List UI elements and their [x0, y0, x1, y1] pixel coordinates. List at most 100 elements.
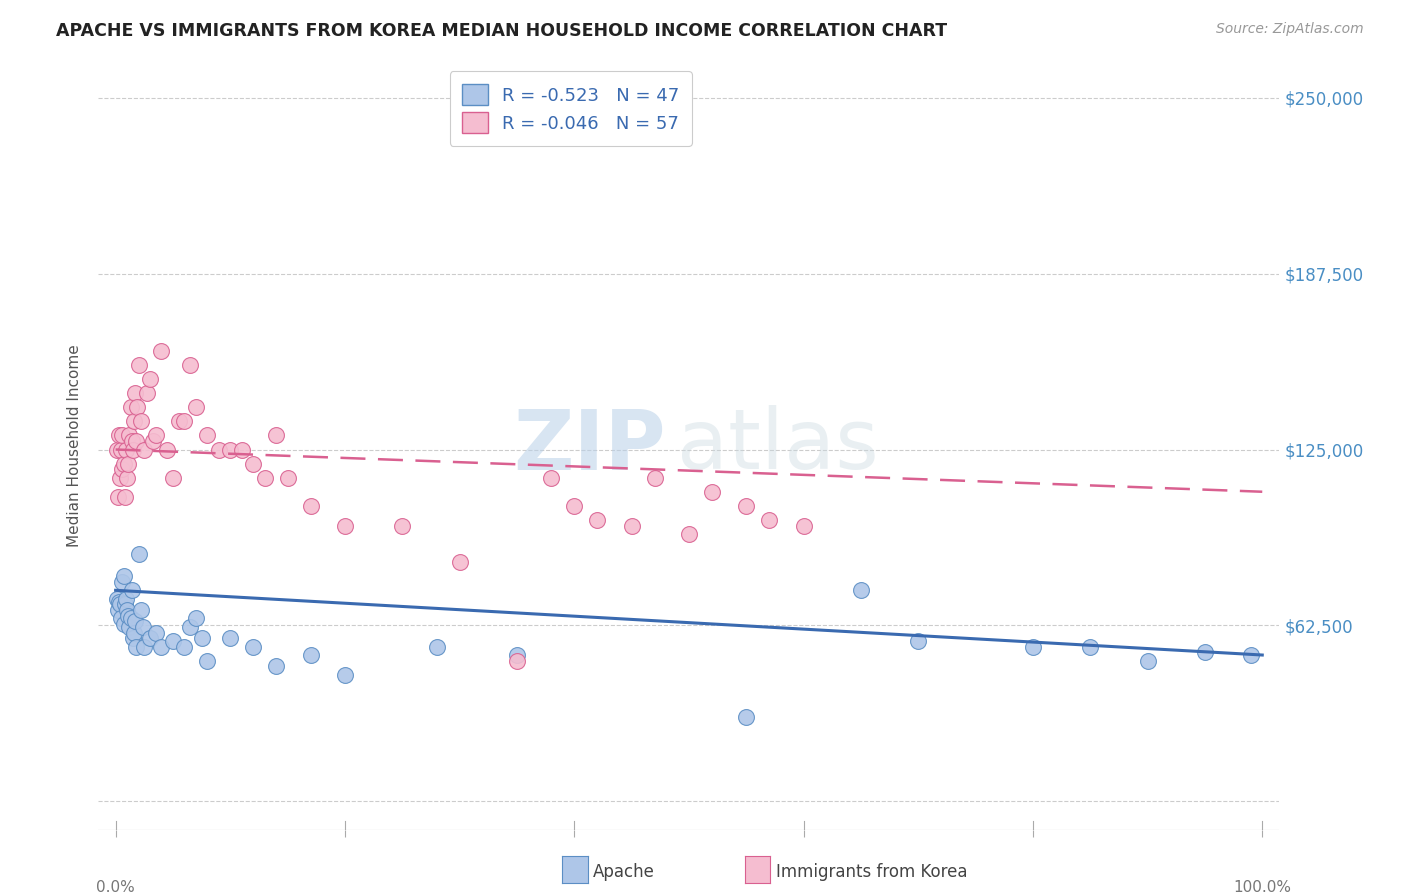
Point [115, 471, 138, 485]
Point [112, 569, 135, 583]
Point [242, 457, 264, 471]
Point [277, 471, 299, 485]
Point [115, 591, 138, 606]
Point [426, 640, 449, 654]
Text: atlas: atlas [678, 406, 879, 486]
Point [145, 625, 167, 640]
Point [142, 434, 165, 448]
Point [907, 634, 929, 648]
Point [173, 414, 195, 428]
Point [1194, 645, 1216, 659]
Text: Source: ZipAtlas.com: Source: ZipAtlas.com [1216, 22, 1364, 37]
Text: ZIP: ZIP [513, 406, 665, 486]
Point [122, 414, 145, 428]
Point [735, 499, 758, 513]
Point [108, 598, 131, 612]
Point [108, 428, 131, 442]
Point [184, 401, 207, 415]
Point [129, 414, 152, 428]
Point [121, 583, 143, 598]
Point [135, 386, 157, 401]
Point [108, 471, 131, 485]
Point [117, 457, 139, 471]
Text: 100.0%: 100.0% [1233, 880, 1291, 892]
Point [127, 401, 149, 415]
Point [111, 574, 134, 589]
Point [110, 611, 132, 625]
Point [108, 594, 131, 608]
Point [111, 428, 134, 442]
Point [219, 631, 242, 645]
Point [118, 620, 141, 634]
Point [134, 640, 156, 654]
Point [145, 428, 167, 442]
Point [1240, 648, 1263, 662]
Point [150, 640, 173, 654]
Point [121, 434, 143, 448]
Point [678, 527, 700, 541]
Text: Apache: Apache [593, 863, 655, 881]
Point [162, 471, 184, 485]
Point [700, 484, 723, 499]
Point [132, 620, 155, 634]
Point [124, 386, 146, 401]
Point [793, 518, 815, 533]
Point [120, 401, 142, 415]
Point [107, 603, 129, 617]
Point [111, 462, 134, 476]
Point [112, 457, 135, 471]
Point [128, 547, 150, 561]
Point [299, 648, 322, 662]
Point [219, 442, 242, 457]
Point [586, 513, 609, 527]
Point [115, 442, 138, 457]
Point [506, 654, 529, 668]
Point [208, 442, 231, 457]
Point [195, 654, 218, 668]
Point [253, 471, 276, 485]
Point [242, 640, 264, 654]
Point [1022, 640, 1045, 654]
Point [333, 667, 356, 681]
Point [184, 611, 207, 625]
Point [735, 710, 758, 724]
Point [105, 442, 128, 457]
Point [129, 603, 152, 617]
Point [107, 491, 129, 505]
Point [117, 608, 139, 623]
Point [179, 620, 201, 634]
Point [112, 617, 135, 632]
Point [562, 499, 585, 513]
Point [179, 358, 201, 372]
Point [120, 611, 142, 625]
Point [849, 583, 872, 598]
Point [173, 640, 195, 654]
Point [1078, 640, 1101, 654]
Point [540, 471, 562, 485]
Point [231, 442, 253, 457]
Point [333, 518, 356, 533]
Point [644, 471, 666, 485]
Point [122, 625, 145, 640]
Point [125, 640, 148, 654]
Point [115, 603, 138, 617]
Point [264, 659, 287, 673]
Point [195, 428, 218, 442]
Point [264, 428, 287, 442]
Point [110, 442, 132, 457]
Point [620, 518, 643, 533]
Point [114, 598, 136, 612]
Point [121, 631, 143, 645]
Point [391, 518, 413, 533]
Point [105, 591, 128, 606]
Point [758, 513, 780, 527]
Point [150, 343, 173, 358]
Y-axis label: Median Household Income: Median Household Income [67, 344, 83, 548]
Point [114, 491, 136, 505]
Legend: R = -0.523   N = 47, R = -0.046   N = 57: R = -0.523 N = 47, R = -0.046 N = 57 [450, 71, 692, 145]
Point [299, 499, 322, 513]
Point [139, 372, 162, 386]
Point [190, 631, 212, 645]
Point [506, 648, 529, 662]
Text: APACHE VS IMMIGRANTS FROM KOREA MEDIAN HOUSEHOLD INCOME CORRELATION CHART: APACHE VS IMMIGRANTS FROM KOREA MEDIAN H… [56, 22, 948, 40]
